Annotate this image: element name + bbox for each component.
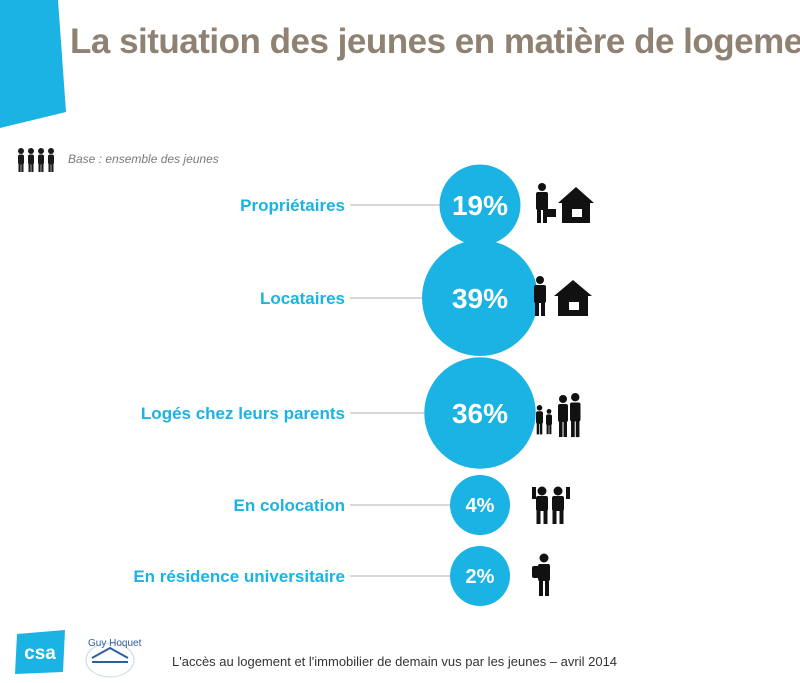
value-label: 2% (466, 566, 495, 588)
guy-hoquet-text: Guy Hoquet (88, 638, 142, 649)
corner-accent-shape (0, 0, 66, 128)
value-bubble (422, 240, 538, 356)
value-label: 4% (466, 495, 495, 517)
businessman-house-icon (536, 183, 594, 223)
group-people-icon (18, 148, 54, 172)
person-house-icon (534, 276, 592, 316)
value-label: 19% (452, 190, 508, 221)
value-bubble (439, 164, 521, 246)
family-icon (536, 393, 581, 438)
category-label: En résidence universitaire (133, 567, 345, 586)
page-title: La situation des jeunes en matière de lo… (70, 22, 800, 61)
value-bubble (450, 546, 510, 606)
footer-text: L'accès au logement et l'immobilier de d… (172, 654, 618, 669)
csa-logo-text: csa (24, 643, 56, 664)
guy-hoquet-logo: Guy Hoquet (80, 638, 142, 678)
category-label: Propriétaires (240, 196, 345, 215)
category-label: En colocation (234, 496, 345, 515)
value-label: 39% (452, 283, 508, 314)
csa-logo: csa (15, 630, 65, 674)
value-bubble (424, 357, 536, 469)
base-label: Base : ensemble des jeunes (68, 152, 219, 166)
category-label: Logés chez leurs parents (141, 404, 345, 423)
value-bubble (450, 475, 510, 535)
value-label: 36% (452, 398, 508, 429)
category-label: Locataires (260, 289, 345, 308)
roommates-icon (532, 486, 570, 524)
student-backpack-icon (532, 553, 550, 596)
